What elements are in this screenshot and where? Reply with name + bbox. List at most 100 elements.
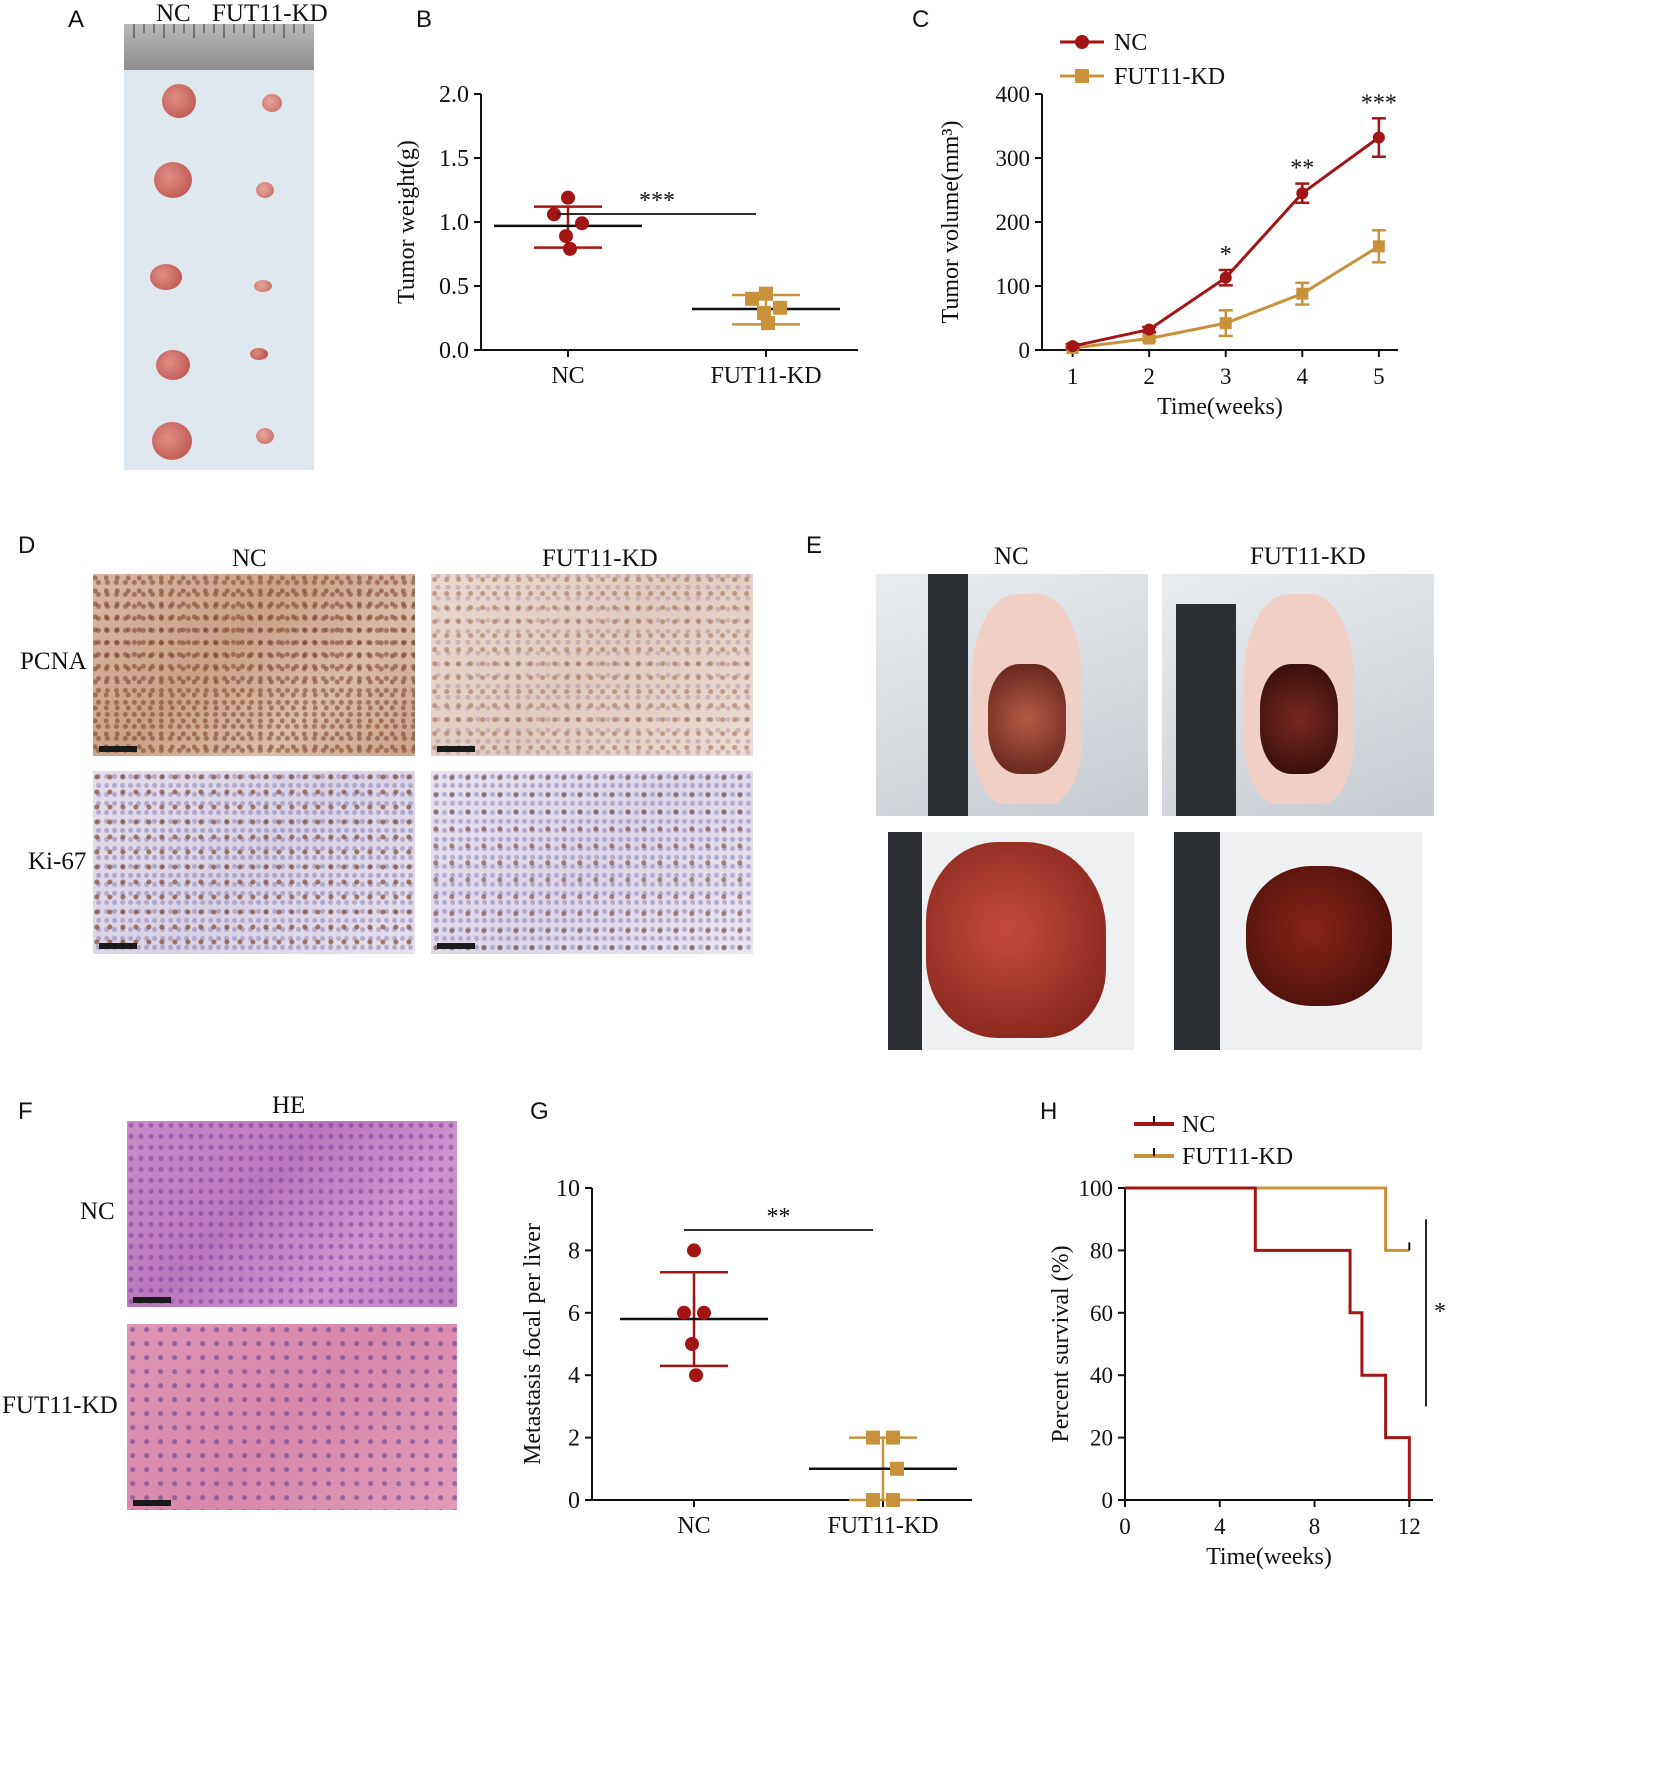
- data-point: [886, 1493, 900, 1507]
- panel-f-row-kd: FUT11-KD: [2, 1392, 118, 1419]
- y-tick-label: 0: [568, 1488, 580, 1514]
- y-tick-label: 10: [556, 1176, 580, 1202]
- ihc-pcna-nc: [93, 574, 415, 756]
- significance-label: *: [1220, 242, 1232, 268]
- panel-letter-d: D: [18, 532, 36, 559]
- data-point: [1066, 340, 1079, 353]
- y-tick-label: 20: [1090, 1426, 1113, 1451]
- panel-f-title: HE: [272, 1092, 306, 1119]
- y-tick-label: 1.0: [439, 210, 469, 236]
- data-point: [1143, 323, 1156, 336]
- panel-d-row-pcna: PCNA: [20, 648, 87, 675]
- legend-label: FUT11-KD: [1182, 1144, 1293, 1170]
- y-axis-label: Tumor weight(g): [394, 140, 420, 304]
- data-point: [761, 316, 775, 331]
- data-point: [677, 1305, 691, 1320]
- x-tick-label: 1: [1067, 364, 1079, 389]
- y-tick-label: 0: [1102, 1488, 1114, 1513]
- y-axis-label: Tumor volume(mm³): [938, 121, 964, 324]
- data-point: [759, 286, 773, 301]
- panel-letter-a: A: [68, 6, 85, 33]
- chart-c: 0 100 200 300 400 1 2 3 4 5 Time(weeks) Tumor volum…: [938, 30, 1398, 420]
- data-point: [689, 1368, 703, 1383]
- tumor-kd-5: [256, 428, 274, 444]
- tumor-nc-1: [162, 84, 196, 118]
- liver-photo-nc: [888, 832, 1134, 1050]
- x-tick-label: 5: [1373, 364, 1385, 389]
- x-tick-label: FUT11-KD: [827, 1513, 938, 1539]
- data-point: [575, 216, 589, 231]
- x-tick-label: 12: [1398, 1514, 1421, 1539]
- panel-letter-e: E: [806, 532, 823, 559]
- ruler-image: [124, 24, 314, 70]
- legend-marker: [1075, 35, 1089, 49]
- chart-g: 0 2 4 6 8 10 Metastasis focal per liver NC FUT11…: [520, 1176, 972, 1539]
- ruler-image: [1176, 604, 1236, 816]
- data-point: [563, 241, 577, 256]
- tumor-kd-3: [254, 280, 272, 292]
- mouse-abdomen-nc: [988, 664, 1066, 774]
- panel-a-label-nc: NC: [156, 0, 191, 27]
- y-axis-label: Metastasis focal per liver: [520, 1223, 546, 1465]
- panel-d-col-kd: FUT11-KD: [542, 545, 658, 572]
- liver-nc: [926, 842, 1106, 1038]
- panel-letter-c: C: [912, 6, 930, 33]
- x-tick-label: FUT11-KD: [710, 363, 821, 389]
- chart-h-marks: 0 20 40 60 80 100 0 4 8 12 Time(weeks) Percent surv…: [1048, 1112, 1446, 1570]
- ruler-image: [1174, 832, 1220, 1050]
- y-tick-label: 0.5: [439, 274, 469, 300]
- ruler-image: [928, 574, 968, 816]
- y-tick-label: 100: [1079, 1176, 1114, 1201]
- panel-letter-f: F: [18, 1098, 33, 1125]
- y-tick-label: 400: [996, 82, 1031, 107]
- tumor-kd-1: [262, 94, 282, 112]
- chart-b-marks: 0.0 0.5 1.0 1.5 2.0 Tumor weight(g) NC FUT11-KD…: [394, 82, 858, 389]
- x-tick-label: NC: [551, 363, 584, 389]
- chart-h: 0 20 40 60 80 100 0 4 8 12 Time(weeks) Percent surv…: [1048, 1112, 1446, 1570]
- tumor-nc-3: [150, 264, 182, 290]
- survival-curve: [1125, 1186, 1410, 1252]
- y-tick-label: 2: [568, 1426, 580, 1452]
- significance-label: ***: [639, 188, 675, 214]
- x-tick-label: 8: [1309, 1514, 1321, 1539]
- y-tick-label: 0.0: [439, 338, 469, 364]
- panel-d-row-ki67: Ki-67: [28, 848, 87, 875]
- panel-e-col-kd: FUT11-KD: [1250, 543, 1366, 570]
- tumor-nc-4: [156, 350, 190, 380]
- panel-letter-g: G: [530, 1098, 549, 1125]
- chart-c-marks: 0 100 200 300 400 1 2 3 4 5 Time(weeks) Tumor volum…: [938, 30, 1398, 420]
- mouse-photo-nc: [876, 574, 1148, 816]
- tumor-kd-2: [256, 182, 274, 198]
- tumor-nc-2: [154, 162, 192, 198]
- legend-label: NC: [1182, 1112, 1215, 1138]
- y-tick-label: 80: [1090, 1238, 1113, 1263]
- data-point: [1296, 187, 1309, 200]
- data-point: [745, 291, 759, 306]
- ihc-ki67-nc: [93, 771, 415, 954]
- data-point: [1219, 317, 1232, 330]
- data-point: [1143, 332, 1156, 345]
- legend-marker: [1075, 69, 1089, 83]
- data-point: [1372, 240, 1385, 253]
- ihc-pcna-kd: [431, 574, 753, 756]
- he-nc: [127, 1121, 457, 1307]
- data-point: [886, 1430, 900, 1445]
- data-point: [559, 229, 573, 244]
- tumor-nc-5: [152, 422, 192, 460]
- x-tick-label: NC: [677, 1513, 710, 1539]
- data-point: [1219, 271, 1232, 284]
- ruler-image: [888, 832, 922, 1050]
- significance-label: **: [1290, 156, 1314, 182]
- y-tick-label: 60: [1090, 1301, 1113, 1326]
- data-point: [697, 1305, 711, 1320]
- data-point: [547, 207, 561, 222]
- panel-d-col-nc: NC: [232, 545, 267, 572]
- legend-label: NC: [1114, 30, 1147, 56]
- y-tick-label: 6: [568, 1301, 580, 1327]
- data-point: [685, 1337, 699, 1351]
- significance-label: *: [1434, 1299, 1446, 1325]
- ihc-ki67-kd: [431, 771, 753, 954]
- data-point: [1372, 131, 1385, 144]
- data-point: [866, 1430, 880, 1445]
- x-tick-label: 4: [1214, 1514, 1226, 1539]
